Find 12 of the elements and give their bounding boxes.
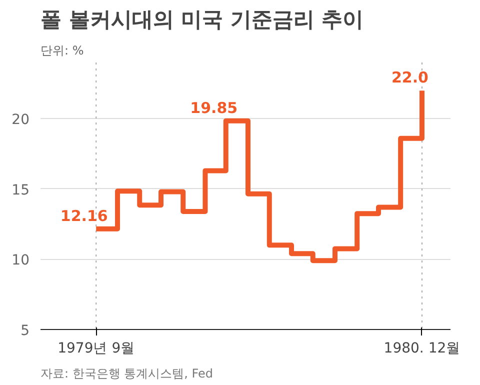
- x-tick-label: 1980. 12월: [384, 340, 460, 356]
- y-tick-label: 20: [12, 112, 30, 128]
- annotation: 12.16: [60, 206, 108, 225]
- y-tick-label: 15: [12, 182, 30, 198]
- chart-title: 폴 볼커시대의 미국 기준금리 추이: [40, 8, 364, 32]
- annotation: 22.0: [391, 68, 428, 87]
- y-axis-title: 단위: %: [40, 44, 84, 58]
- x-tick-label: 1979년 9월: [58, 340, 135, 356]
- annotation: 19.85: [190, 98, 238, 117]
- text: 자료: 한국은행 통계시스템, Fed: [40, 366, 214, 380]
- y-tick-label: 10: [12, 252, 30, 269]
- y-tick-label: 5: [20, 323, 30, 339]
